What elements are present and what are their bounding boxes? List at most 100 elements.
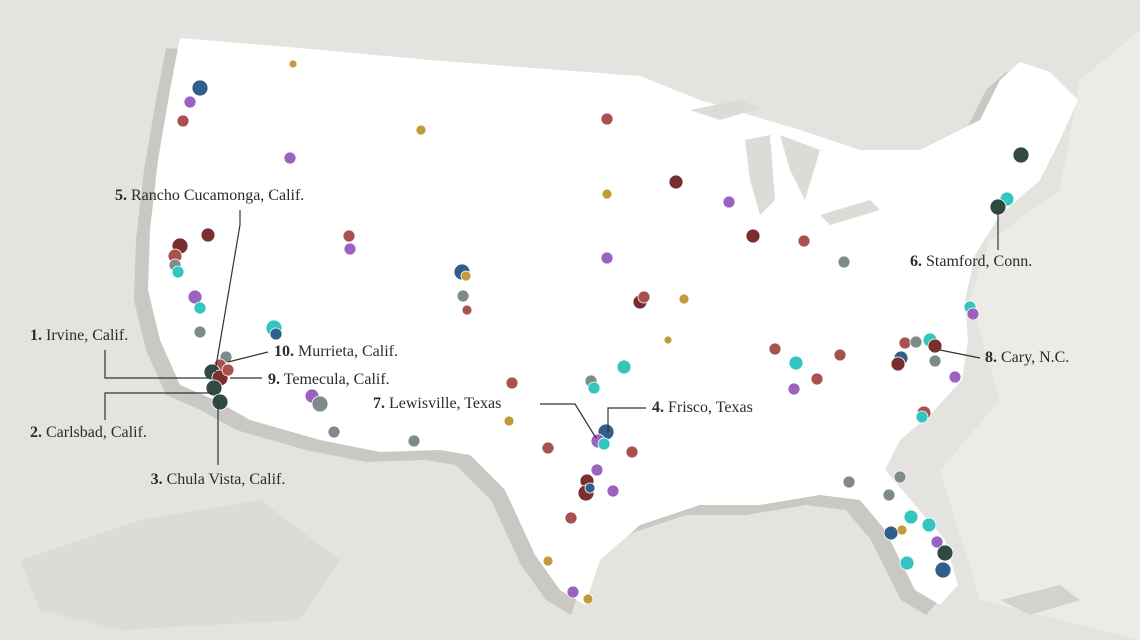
- city-dot: [928, 354, 942, 368]
- city-dot: [171, 265, 185, 279]
- city-name: Stamford, Conn.: [926, 253, 1032, 270]
- city-label: 6. Stamford, Conn.: [910, 253, 1032, 270]
- city-dot: [221, 363, 235, 377]
- city-dot: [542, 555, 554, 567]
- rank: 6.: [910, 253, 922, 270]
- city-dot: [600, 112, 614, 126]
- city-label: 1. Irvine, Calif.: [30, 327, 128, 344]
- city-dot: [193, 325, 207, 339]
- city-dot: [564, 511, 578, 525]
- city-dot: [566, 585, 580, 599]
- city-dot: [584, 482, 596, 494]
- city-dot: [541, 441, 555, 455]
- city-dot: [966, 307, 980, 321]
- city-dot: [327, 425, 341, 439]
- city-dot: [187, 289, 203, 305]
- city-dot: [833, 348, 847, 362]
- city-dot: [663, 335, 673, 345]
- rank: 5.: [115, 187, 127, 204]
- city-dot: [934, 561, 952, 579]
- city-dot: [898, 336, 912, 350]
- city-dot: [193, 301, 207, 315]
- city-dot: [600, 251, 614, 265]
- city-dot: [890, 356, 906, 372]
- city-dot: [722, 195, 736, 209]
- us-land: [148, 38, 1078, 605]
- city-dot: [205, 379, 223, 397]
- city-dot: [343, 242, 357, 256]
- city-dot: [625, 445, 639, 459]
- city-dot: [909, 335, 923, 349]
- city-label: 4. Frisco, Texas: [652, 399, 753, 416]
- city-dot: [842, 475, 856, 489]
- city-name: Murrieta, Calif.: [298, 343, 398, 360]
- city-dot: [668, 174, 684, 190]
- city-dot: [582, 593, 594, 605]
- city-dot: [837, 255, 851, 269]
- great-lakes: [690, 100, 880, 225]
- city-name: Irvine, Calif.: [46, 327, 128, 344]
- rank: 7.: [373, 395, 385, 412]
- rank: 10.: [274, 343, 294, 360]
- city-dot: [896, 524, 908, 536]
- city-label: 5. Rancho Cucamonga, Calif.: [115, 187, 304, 204]
- city-dot: [288, 59, 298, 69]
- city-dot: [211, 393, 229, 411]
- city-name: Rancho Cucamonga, Calif.: [131, 187, 304, 204]
- city-dot: [503, 415, 515, 427]
- city-label: 8. Cary, N.C.: [985, 349, 1069, 366]
- city-label: 7. Lewisville, Texas: [373, 395, 501, 412]
- rank: 3.: [151, 471, 163, 488]
- city-dot: [601, 188, 613, 200]
- city-name: Chula Vista, Calif.: [167, 471, 286, 488]
- city-dot: [456, 289, 470, 303]
- city-name: Frisco, Texas: [668, 399, 753, 416]
- city-dot: [637, 290, 651, 304]
- city-label: 3. Chula Vista, Calif.: [151, 471, 286, 488]
- city-dot: [606, 484, 620, 498]
- city-dot: [948, 370, 962, 384]
- city-dot: [936, 544, 954, 562]
- city-name: Temecula, Calif.: [284, 371, 390, 388]
- city-dot: [903, 509, 919, 525]
- city-dot: [311, 395, 329, 413]
- city-dot: [915, 410, 929, 424]
- city-name: Lewisville, Texas: [389, 395, 501, 412]
- city-name: Carlsbad, Calif.: [46, 424, 147, 441]
- city-dot: [1012, 146, 1030, 164]
- city-labels: 1. Irvine, Calif. 2. Carlsbad, Calif. 3.…: [30, 187, 1069, 488]
- city-dot: [745, 228, 761, 244]
- rank: 2.: [30, 424, 42, 441]
- city-name: Cary, N.C.: [1001, 349, 1069, 366]
- city-dots: [167, 59, 1030, 605]
- rank: 8.: [985, 349, 997, 366]
- city-dot: [342, 229, 356, 243]
- city-dot: [460, 270, 472, 282]
- city-dot: [415, 124, 427, 136]
- rank: 9.: [268, 371, 280, 388]
- city-dot: [678, 293, 690, 305]
- city-dot: [921, 517, 937, 533]
- city-dot: [505, 376, 519, 390]
- city-dot: [810, 372, 824, 386]
- city-dot: [191, 79, 209, 97]
- city-dot: [183, 95, 197, 109]
- city-dot: [461, 304, 473, 316]
- rank: 1.: [30, 327, 42, 344]
- city-dot: [899, 555, 915, 571]
- city-dot: [788, 355, 804, 371]
- city-dot: [616, 359, 632, 375]
- city-dot: [176, 114, 190, 128]
- leader-lines: [104, 210, 999, 465]
- city-dot: [927, 338, 943, 354]
- city-dot: [893, 470, 907, 484]
- city-dot: [590, 463, 604, 477]
- city-dot: [797, 234, 811, 248]
- city-dot: [882, 488, 896, 502]
- city-dot: [269, 327, 283, 341]
- city-dot: [768, 342, 782, 356]
- city-label: 2. Carlsbad, Calif.: [30, 424, 147, 441]
- city-dot: [930, 535, 944, 549]
- city-dot: [597, 437, 611, 451]
